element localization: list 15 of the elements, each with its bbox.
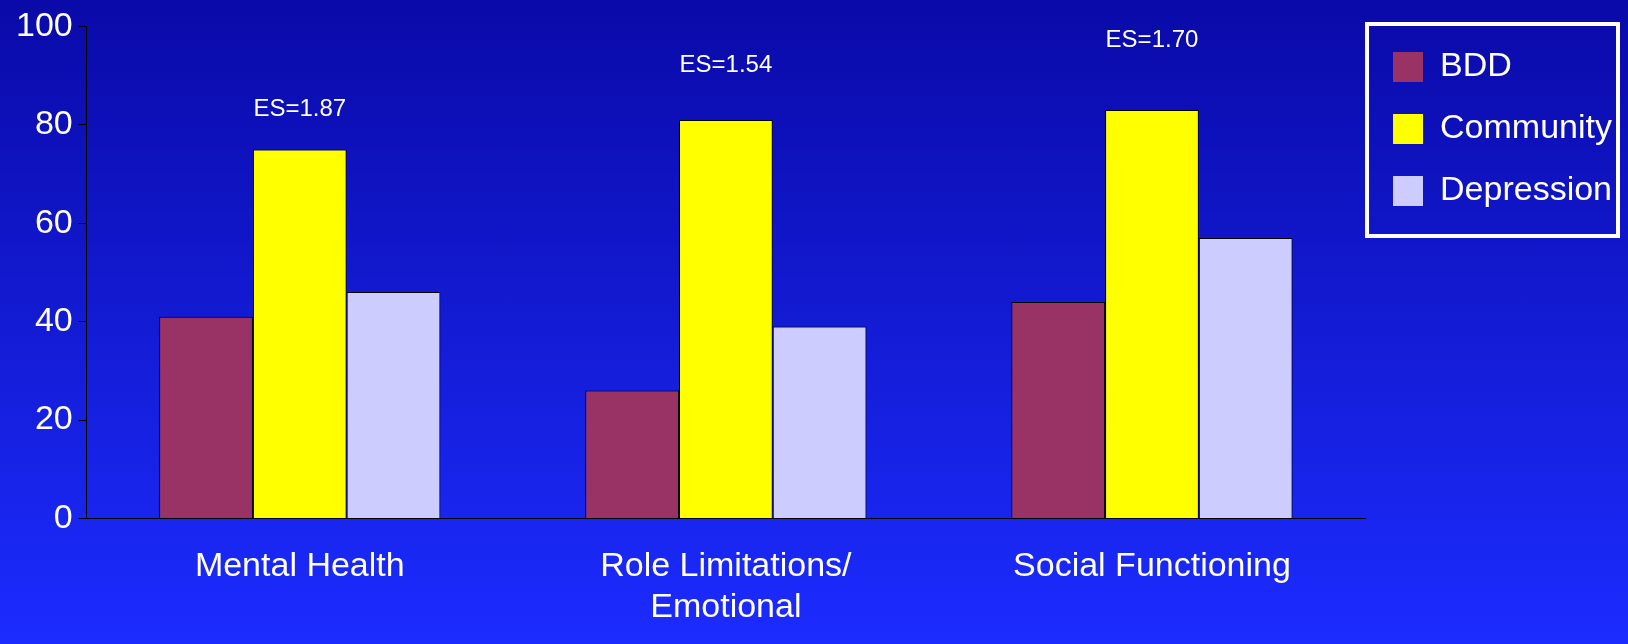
x-tick-label: Social Functioning: [1013, 545, 1291, 584]
y-tick-label: 80: [34, 103, 73, 142]
y-tick-label: 20: [34, 398, 73, 437]
y-tick-label: 100: [15, 4, 73, 43]
annotation: ES=1.54: [679, 49, 773, 77]
y-tick-label: 40: [34, 299, 73, 338]
y-tick-label: 0: [53, 496, 73, 535]
x-tick-label: Role Limitations/ Emotional: [600, 545, 853, 624]
legend-label: Depression: [1440, 169, 1613, 208]
legend-label: Community: [1440, 107, 1612, 146]
x-tick-label: Mental Health: [194, 545, 405, 584]
legend-label: BDD: [1440, 45, 1512, 84]
annotation: ES=1.70: [1105, 24, 1199, 52]
y-tick-label: 60: [34, 201, 73, 240]
annotation: ES=1.87: [253, 94, 347, 122]
